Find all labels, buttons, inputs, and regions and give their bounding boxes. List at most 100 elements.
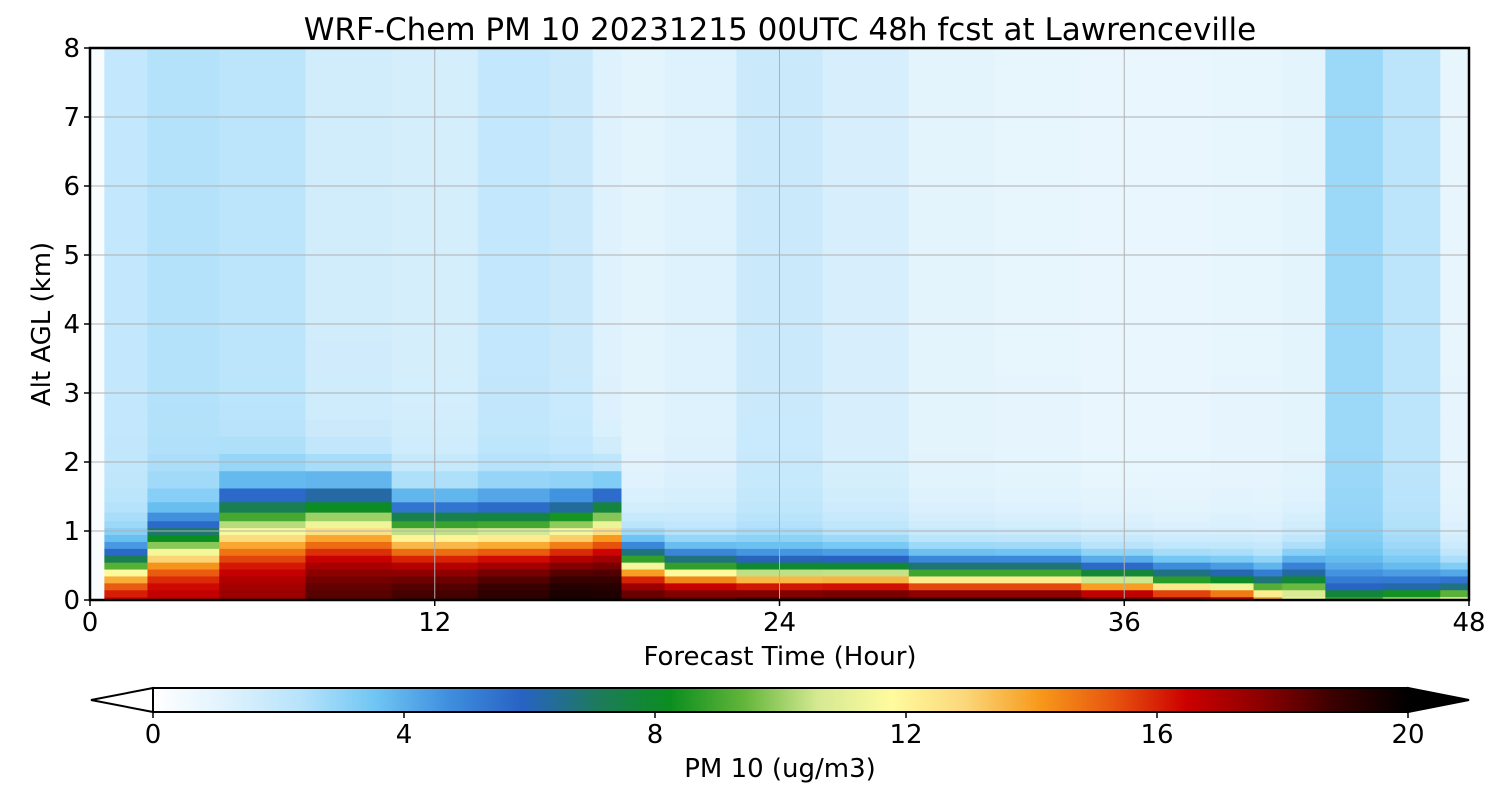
heatmap-cell [994, 470, 1082, 489]
heatmap-cell [1081, 203, 1154, 239]
heatmap-cell [219, 589, 307, 598]
heatmap-cell [104, 418, 149, 437]
colorbar-max-extension [1407, 686, 1470, 714]
heatmap-cell [219, 375, 307, 403]
heatmap-cell [219, 596, 307, 600]
heatmap-cell [621, 582, 666, 591]
heatmap-cell [1282, 272, 1326, 308]
heatmap-cell [147, 134, 220, 170]
heatmap-cell [621, 470, 666, 489]
heatmap-cell [90, 512, 105, 522]
heatmap-cell [994, 65, 1082, 101]
heatmap-cell [1081, 65, 1154, 101]
heatmap-cell [1440, 501, 1469, 513]
heatmap-cell [305, 575, 393, 584]
heatmap-cell [549, 65, 594, 101]
heatmap-cell [305, 582, 393, 591]
x-tick-label: 0 [82, 608, 99, 638]
heatmap-cell [664, 575, 737, 584]
heatmap-cell [305, 134, 393, 170]
heatmap-cell [822, 48, 910, 66]
heatmap-cell [664, 589, 737, 598]
heatmap-cell [549, 436, 594, 454]
heatmap-cell [994, 375, 1082, 403]
heatmap-cell [664, 520, 737, 529]
heatmap-cell [147, 548, 220, 556]
heatmap-cell [1081, 596, 1154, 600]
heatmap-cell [90, 575, 105, 584]
heatmap-cell [1081, 341, 1154, 377]
heatmap-cell [219, 568, 307, 577]
heatmap-cell [994, 534, 1082, 542]
heatmap-cell [1081, 555, 1154, 563]
heatmap-cell [477, 134, 551, 170]
heatmap-cell [1210, 487, 1255, 503]
heatmap-cell [822, 512, 910, 522]
heatmap-cell [1382, 512, 1441, 522]
heatmap-cell [1152, 512, 1212, 522]
heatmap-cell [90, 418, 105, 437]
heatmap-cell [549, 375, 594, 403]
heatmap-cell [1253, 436, 1283, 454]
heatmap-cell [90, 520, 105, 529]
heatmap-cell [1382, 65, 1441, 101]
heatmap-cell [219, 520, 307, 529]
heatmap-cell [1382, 48, 1441, 66]
heatmap-cell [994, 520, 1082, 529]
heatmap-cell [219, 548, 307, 556]
heatmap-cell [908, 575, 996, 584]
heatmap-cell [592, 436, 623, 454]
heatmap-cell [1325, 520, 1384, 529]
heatmap-cell [1152, 575, 1212, 584]
heatmap-cell [994, 501, 1082, 513]
heatmap-cell [1282, 520, 1326, 529]
heatmap-cell [305, 501, 393, 513]
heatmap-cell [1152, 401, 1212, 420]
heatmap-cell [592, 48, 623, 66]
heatmap-cell [621, 65, 666, 101]
heatmap-cell [305, 555, 393, 563]
heatmap-cell [104, 272, 149, 308]
heatmap-cell [90, 548, 105, 556]
heatmap-cell [1325, 341, 1384, 377]
heatmap-cell [664, 418, 737, 437]
heatmap-cell [1081, 589, 1154, 598]
heatmap-cell [1081, 512, 1154, 522]
heatmap-cell [1282, 541, 1326, 549]
heatmap-cell [664, 470, 737, 489]
heatmap-cell [1152, 341, 1212, 377]
heatmap-cell [621, 418, 666, 437]
heatmap-cell [90, 541, 105, 549]
heatmap-cell [1325, 203, 1384, 239]
heatmap-cell [1325, 512, 1384, 522]
heatmap-cell [477, 341, 551, 377]
heatmap-cell [147, 512, 220, 522]
heatmap-cell [621, 401, 666, 420]
heatmap-cell [994, 134, 1082, 170]
heatmap-cell [822, 548, 910, 556]
heatmap-cell [219, 555, 307, 563]
heatmap-cell [592, 534, 623, 542]
heatmap-cell [477, 512, 551, 522]
heatmap-cell [104, 470, 149, 489]
heatmap-cell [1253, 589, 1283, 598]
heatmap-cell [1210, 575, 1255, 584]
heatmap-cell [1253, 375, 1283, 403]
heatmap-cell [822, 568, 910, 577]
heatmap-cell [1081, 575, 1154, 584]
heatmap-cell [1081, 470, 1154, 489]
heatmap-cell [549, 48, 594, 66]
heatmap-cell [305, 272, 393, 308]
heatmap-cell [664, 272, 737, 308]
heatmap-cell [1325, 562, 1384, 570]
heatmap-cell [1440, 436, 1469, 454]
heatmap-cell [994, 589, 1082, 598]
heatmap-cell [104, 582, 149, 591]
heatmap-cell [822, 582, 910, 591]
heatmap-cell [908, 401, 996, 420]
heatmap-cell [1325, 541, 1384, 549]
heatmap-cell [1382, 589, 1441, 598]
heatmap-cell [908, 375, 996, 403]
heatmap-cell [1325, 534, 1384, 542]
